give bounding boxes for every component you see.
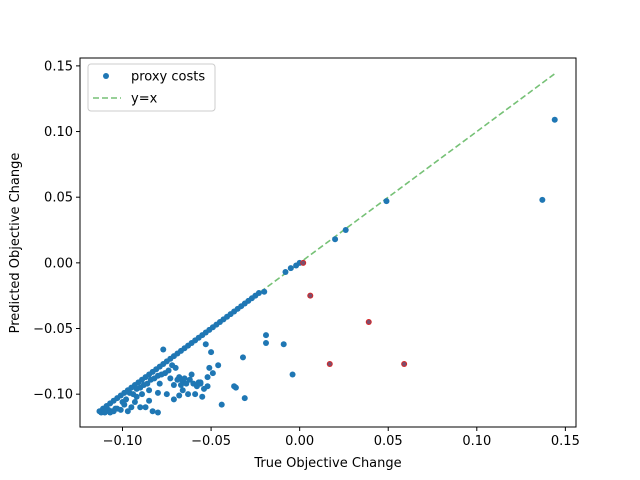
data-point xyxy=(263,339,269,346)
data-point xyxy=(177,381,184,388)
data-point xyxy=(185,391,192,398)
data-point xyxy=(146,397,153,404)
data-point xyxy=(131,399,138,406)
data-point xyxy=(163,391,170,398)
x-tick-label: −0.10 xyxy=(103,434,143,449)
data-point xyxy=(204,374,211,381)
data-point xyxy=(121,401,128,408)
y-tick-label: 0.15 xyxy=(44,59,73,74)
data-point xyxy=(204,383,211,390)
x-axis-title: True Objective Change xyxy=(253,456,401,471)
axes: −0.10 −0.05 0.00 0.05 0.10 0.15 −0.10 −0.05 0.00… xyxy=(33,57,580,449)
highlighted-point-core xyxy=(308,293,313,298)
x-tick-label: 0.05 xyxy=(374,434,403,449)
axes-frame xyxy=(79,57,577,428)
data-point xyxy=(289,371,296,378)
data-point xyxy=(154,409,161,416)
highlighted-point-core xyxy=(402,361,407,366)
data-point xyxy=(342,227,349,234)
data-point xyxy=(332,236,339,243)
legend: proxy costs y=x xyxy=(87,63,216,112)
data-point xyxy=(142,404,149,411)
x-tick-label: −0.05 xyxy=(191,434,231,449)
legend-box xyxy=(87,63,216,112)
data-point xyxy=(197,380,204,387)
y-tick-label: 0.05 xyxy=(44,191,73,206)
data-point xyxy=(383,198,390,205)
data-point xyxy=(128,404,135,411)
data-point xyxy=(209,370,216,377)
x-tick-label: 0.00 xyxy=(285,434,314,449)
highlighted-point-core xyxy=(301,260,306,265)
data-point xyxy=(183,380,190,387)
data-point xyxy=(139,391,145,398)
highlighted-point-core xyxy=(366,319,371,324)
data-point xyxy=(192,391,199,398)
data-point xyxy=(186,376,193,383)
y-tick-label: −0.10 xyxy=(33,388,73,403)
y-tick-label: 0.00 xyxy=(44,256,73,271)
data-point xyxy=(170,381,177,388)
data-point xyxy=(133,393,140,400)
data-point xyxy=(137,404,144,411)
data-point xyxy=(176,392,183,399)
x-tick-label: 0.15 xyxy=(551,434,580,449)
data-point xyxy=(146,387,153,394)
data-point xyxy=(199,393,206,400)
x-tick-label: 0.10 xyxy=(462,434,491,449)
data-point xyxy=(174,376,181,383)
highlighted-point-core xyxy=(327,361,332,366)
data-point xyxy=(282,269,289,276)
y-tick-label: 0.10 xyxy=(44,125,73,140)
data-point xyxy=(154,389,161,396)
data-point xyxy=(181,375,188,382)
data-point xyxy=(165,367,172,374)
data-point xyxy=(179,387,186,394)
data-point xyxy=(170,396,177,403)
data-point xyxy=(280,341,287,348)
data-point xyxy=(107,409,114,416)
data-point xyxy=(172,364,179,371)
data-point xyxy=(160,346,167,353)
data-point xyxy=(208,349,215,356)
data-point xyxy=(215,362,222,369)
data-point xyxy=(114,405,121,412)
data-point xyxy=(206,364,213,371)
data-point xyxy=(239,354,246,361)
data-point xyxy=(123,396,130,403)
data-point xyxy=(261,288,268,295)
plot-area xyxy=(96,73,558,416)
data-point xyxy=(144,380,151,387)
legend-marker-proxy-costs xyxy=(103,73,109,79)
legend-label-proxy-costs: proxy costs xyxy=(131,70,205,85)
data-point xyxy=(156,380,163,387)
data-point xyxy=(241,395,248,402)
data-point xyxy=(263,332,269,339)
data-point xyxy=(539,196,546,203)
data-point xyxy=(149,408,156,415)
data-point xyxy=(255,290,262,297)
legend-label-y-equals-x: y=x xyxy=(131,92,158,107)
data-point xyxy=(232,384,239,391)
data-point xyxy=(101,409,108,416)
data-point xyxy=(188,371,195,378)
data-point xyxy=(218,401,225,408)
data-point xyxy=(124,408,131,415)
data-point xyxy=(202,341,209,348)
data-point xyxy=(287,265,294,272)
data-point xyxy=(167,375,174,382)
data-point xyxy=(551,116,558,123)
y-tick-label: −0.05 xyxy=(33,322,73,337)
y-axis-title: Predicted Objective Change xyxy=(8,153,23,334)
